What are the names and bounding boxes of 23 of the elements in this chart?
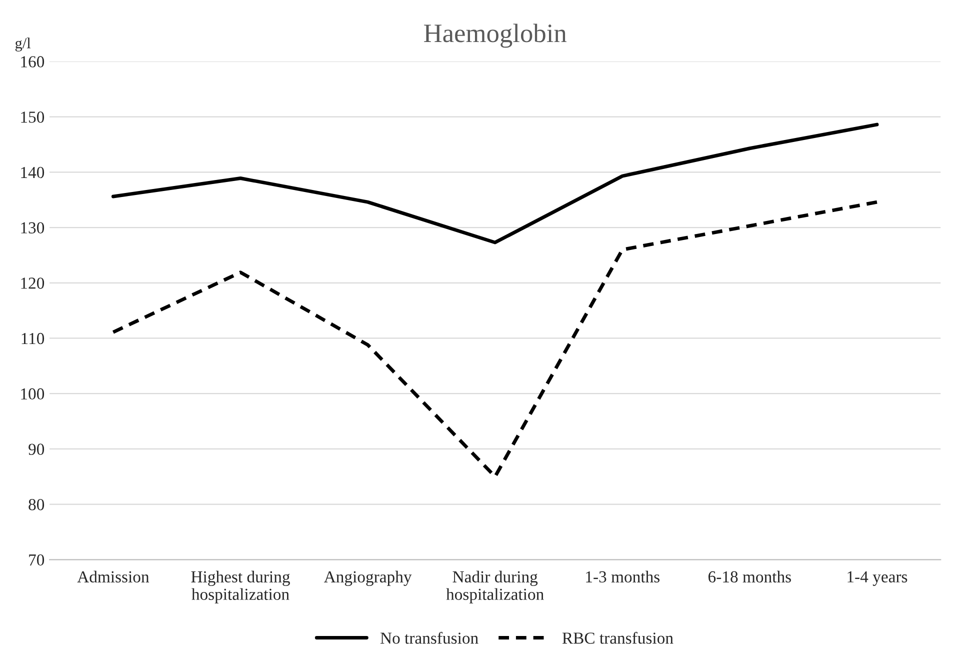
x-tick-label: 1-4 years (848, 571, 908, 586)
y-tick-label: 130 (21, 222, 44, 234)
x-tick-label: 6-18 months (708, 570, 791, 582)
y-tick-label: 100 (21, 388, 44, 400)
y-axis-title: g/l (15, 38, 31, 52)
x-tick-label: Nadir during hospitalization (446, 570, 544, 604)
chart-title: Haemoglobin (424, 24, 567, 48)
y-tick-label: 110 (22, 332, 44, 344)
line-series (111, 122, 879, 244)
y-tick-label: 140 (21, 166, 44, 178)
x-tick-label: 1-3 months (586, 570, 660, 582)
x-tick-label: Angiography (324, 570, 412, 586)
y-tick-label: 150 (21, 112, 44, 123)
line-series (111, 200, 879, 478)
y-tick-label: 120 (21, 278, 44, 289)
legend-label: No transfusion (380, 632, 478, 644)
y-tick-label: 160 (21, 56, 44, 68)
legend-label: RBC transfusion (562, 632, 674, 644)
y-tick-label: 90 (28, 444, 44, 455)
x-tick-label: Highest during hospitalization (191, 570, 290, 604)
y-tick-label: 70 (29, 554, 44, 566)
x-tick-label: Admission (77, 570, 150, 582)
y-tick-label: 80 (28, 499, 44, 510)
